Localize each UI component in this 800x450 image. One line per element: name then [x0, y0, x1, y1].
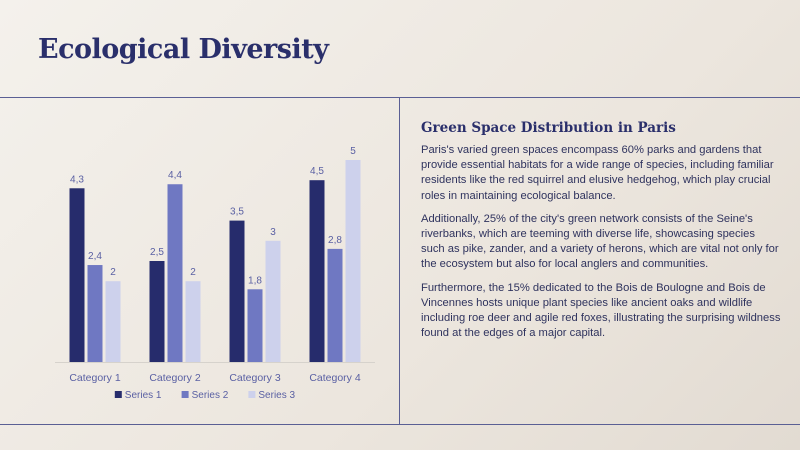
data-labels-layer: 4,3 2,4 2 2,5 4,4 2 3,5 1,8 3 4,5 2,8 5	[70, 146, 356, 286]
data-label-series-1-category-3: 3,5	[230, 207, 244, 218]
bar-series-2-category-1	[87, 265, 103, 362]
bar-series-1-category-2	[149, 261, 165, 362]
bar-series-3-category-4	[345, 160, 361, 362]
data-label-series-2-category-2: 4,4	[168, 170, 182, 181]
bar-series-1-category-4	[309, 180, 325, 362]
data-label-series-2-category-1: 2,4	[88, 251, 102, 262]
data-label-series-3-category-4: 5	[350, 146, 356, 157]
bar-series-1-category-1	[69, 188, 85, 362]
panel-paragraph-3: Furthermore, the 15% dedicated to the Bo…	[421, 281, 781, 340]
vertical-divider	[399, 97, 400, 424]
legend-swatch-series-2	[181, 391, 189, 398]
legend-label-series-2: Series 2	[192, 390, 229, 401]
x-tick-label-3: Category 3	[229, 372, 281, 384]
bar-series-2-category-4	[327, 248, 343, 362]
top-divider	[0, 97, 800, 98]
x-tick-label-2: Category 2	[149, 372, 201, 384]
chart-legend: Series 1 Series 2 Series 3	[114, 390, 296, 401]
panel-paragraph-2: Additionally, 25% of the city's green ne…	[421, 212, 779, 271]
bar-series-2-category-3	[247, 289, 263, 362]
panel-paragraph-1: Paris's varied green spaces encompass 60…	[421, 144, 774, 202]
x-tick-label-4: Category 4	[309, 372, 361, 384]
text-panel: Green Space Distribution in Paris Paris'…	[421, 120, 781, 349]
data-label-series-1-category-2: 2,5	[150, 247, 164, 258]
data-label-series-3-category-2: 2	[190, 267, 196, 278]
bar-series-3-category-3	[265, 240, 281, 362]
data-label-series-1-category-1: 4,3	[70, 174, 84, 185]
bottom-divider	[0, 424, 800, 425]
bars-layer	[69, 160, 361, 362]
data-label-series-2-category-4: 2,8	[328, 235, 342, 246]
x-tick-label-1: Category 1	[69, 372, 121, 384]
legend-label-series-3: Series 3	[258, 390, 295, 401]
panel-heading: Green Space Distribution in Paris	[421, 120, 676, 136]
data-label-series-3-category-1: 2	[110, 267, 116, 278]
slide-title: Ecological Diversity	[38, 34, 329, 65]
bar-series-1-category-3	[229, 220, 245, 362]
data-label-series-1-category-4: 4,5	[310, 166, 324, 177]
bar-series-3-category-1	[105, 281, 121, 362]
data-label-series-3-category-3: 3	[270, 227, 276, 238]
x-tick-labels: Category 1 Category 2 Category 3 Category 4	[69, 372, 361, 384]
bar-series-3-category-2	[185, 281, 201, 362]
bar-series-2-category-2	[167, 184, 183, 362]
data-label-series-2-category-3: 1,8	[248, 275, 262, 286]
legend-label-series-1: Series 1	[125, 390, 162, 401]
legend-swatch-series-3	[248, 391, 256, 398]
legend-swatch-series-1	[114, 391, 122, 398]
